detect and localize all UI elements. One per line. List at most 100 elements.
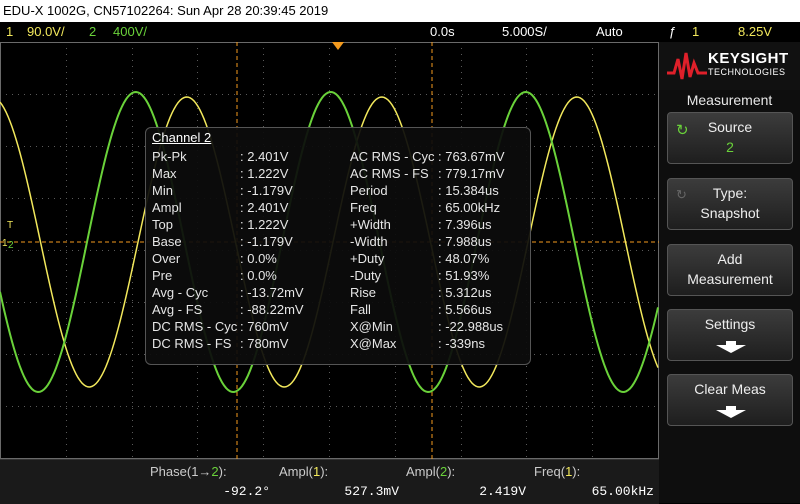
meas-name: Rise: [350, 285, 377, 300]
meas-value: : -1.179V: [240, 234, 293, 249]
add-label-2: Measurement: [687, 271, 773, 287]
logo-brand: KEYSIGHT: [708, 50, 789, 67]
meas-name: Pk-Pk: [152, 149, 187, 164]
meas-name: -Width: [350, 234, 388, 249]
meas-name: Period: [350, 183, 388, 198]
ch2-number[interactable]: 2: [89, 24, 97, 39]
keysight-wave-icon: [667, 52, 707, 80]
logo-brand-sub: TECHNOLOGIES: [708, 67, 786, 77]
meas-value: : 779.17mV: [438, 166, 505, 181]
meas-name: Top: [152, 217, 173, 232]
meas-ampl1-label[interactable]: Ampl(1):: [279, 464, 329, 479]
meas-name: +Duty: [350, 251, 385, 266]
settings-label: Settings: [704, 316, 756, 332]
rotate-knob-icon: ↻: [676, 122, 689, 139]
keysight-logo: KEYSIGHT TECHNOLOGIES: [659, 42, 800, 90]
panel-title: Measurement: [686, 92, 773, 108]
meas-name: X@Min: [350, 319, 393, 334]
meas-value: : -22.988us: [438, 319, 504, 334]
ch2-ground-marker-icon[interactable]: 2: [8, 240, 14, 251]
meas-name: Max: [152, 166, 177, 181]
meas-value: : 0.0%: [240, 268, 277, 283]
meas-name: Avg - Cyc: [152, 285, 209, 300]
meas-name: Base: [152, 234, 182, 249]
meas-value: : 5.566us: [438, 302, 492, 317]
meas-value: : 2.401V: [240, 200, 289, 215]
meas-name: -Duty: [350, 268, 382, 283]
meas-value: : 65.00kHz: [438, 200, 501, 215]
meas-name: Fall: [350, 302, 371, 317]
waveform-display[interactable]: T 1 2 Channel 2 Pk-Pk : 2.401V Max : 1.222V…: [0, 42, 659, 459]
meas-name: +Width: [350, 217, 391, 232]
ch1-number[interactable]: 1: [6, 24, 14, 39]
measurement-snapshot-popup: Channel 2 Pk-Pk : 2.401V Max : 1.222V Min : -…: [145, 127, 531, 365]
ch2-waveform: [0, 90, 659, 394]
meas-value: : -1.179V: [240, 183, 293, 198]
trigger-level[interactable]: 8.25V: [738, 24, 772, 39]
ch2-scale[interactable]: 400V/: [113, 24, 147, 39]
meas-value: : 2.401V: [240, 149, 289, 164]
meas-name: DC RMS - FS: [152, 336, 232, 351]
clear-label: Clear Meas: [694, 381, 766, 397]
meas-value: : 1.222V: [240, 217, 289, 232]
meas-name: Pre: [152, 268, 173, 283]
meas-ampl2-value: 2.419V: [479, 484, 526, 499]
meas-value: : 1.222V: [240, 166, 289, 181]
settings-button[interactable]: Settings: [667, 309, 793, 361]
rotate-knob-disabled-icon: ↻: [676, 187, 687, 202]
measurement-bar: Phase(1→2): -92.2° Ampl(1): 527.3mV Ampl…: [0, 459, 659, 504]
meas-value: : -88.22mV: [240, 302, 304, 317]
meas-value: : 0.0%: [240, 251, 277, 266]
trigger-source[interactable]: 1: [692, 24, 700, 39]
add-label-1: Add: [717, 251, 743, 267]
meas-name: DC RMS - Cyc: [152, 319, 238, 334]
softkey-panel: KEYSIGHT TECHNOLOGIES Measurement ↻ Sour…: [659, 42, 800, 503]
meas-value: : 7.396us: [438, 217, 492, 232]
popup-title: Channel 2: [152, 130, 212, 145]
meas-name: Avg - FS: [152, 302, 203, 317]
meas-ampl2-label[interactable]: Ampl(2):: [406, 464, 456, 479]
meas-freq1-label[interactable]: Freq(1):: [534, 464, 581, 479]
source-value: 2: [726, 139, 734, 155]
meas-ampl1-value: 527.3mV: [344, 484, 399, 499]
meas-name: Min: [152, 183, 173, 198]
window-title: EDU-X 1002G, CN57102264: Sun Apr 28 20:3…: [0, 0, 800, 22]
submenu-arrow-icon: [716, 406, 746, 418]
ch1-scale[interactable]: 90.0V/: [27, 24, 65, 39]
meas-value: : 780mV: [240, 336, 289, 351]
trigger-position-marker-icon[interactable]: [332, 42, 344, 50]
meas-name: Over: [152, 251, 181, 266]
source-button[interactable]: ↻ Source 2: [667, 112, 793, 164]
trigger-edge-icon: ƒ: [669, 24, 677, 39]
meas-name: Ampl: [152, 200, 182, 215]
meas-value: : 760mV: [240, 319, 289, 334]
trigger-mode[interactable]: Auto: [596, 24, 623, 39]
time-offset[interactable]: 0.0s: [430, 24, 455, 39]
meas-value: : 48.07%: [438, 251, 490, 266]
clear-meas-button[interactable]: Clear Meas: [667, 374, 793, 426]
meas-value: : 5.312us: [438, 285, 492, 300]
meas-name: AC RMS - FS: [350, 166, 429, 181]
meas-freq1-value: 65.00kHz: [591, 484, 654, 499]
meas-name: X@Max: [350, 336, 397, 351]
submenu-arrow-icon: [716, 341, 746, 353]
meas-value: : -339ns: [438, 336, 485, 351]
source-label: Source: [707, 119, 753, 135]
meas-value: : 7.988us: [438, 234, 492, 249]
type-value: Snapshot: [700, 205, 760, 221]
meas-value: : 51.93%: [438, 268, 490, 283]
type-button[interactable]: ↻ Type: Snapshot: [667, 178, 793, 230]
status-bar: 1 90.0V/ 2 400V/ 0.0s 5.000S/ Auto ƒ 1 8…: [0, 22, 800, 42]
meas-value: : -13.72mV: [240, 285, 304, 300]
meas-phase-label[interactable]: Phase(1→2):: [150, 464, 227, 479]
meas-name: Freq: [350, 200, 377, 215]
meas-value: : 15.384us: [438, 183, 499, 198]
meas-name: AC RMS - Cyc: [350, 149, 435, 164]
add-measurement-button[interactable]: Add Measurement: [667, 244, 793, 296]
meas-phase-value: -92.2°: [223, 484, 270, 499]
meas-value: : 763.67mV: [438, 149, 505, 164]
time-scale[interactable]: 5.000S/: [502, 24, 547, 39]
type-label: Type:: [712, 185, 748, 201]
trigger-level-marker-icon[interactable]: T: [7, 220, 13, 231]
ch1-ground-marker-icon[interactable]: 1: [2, 238, 8, 249]
